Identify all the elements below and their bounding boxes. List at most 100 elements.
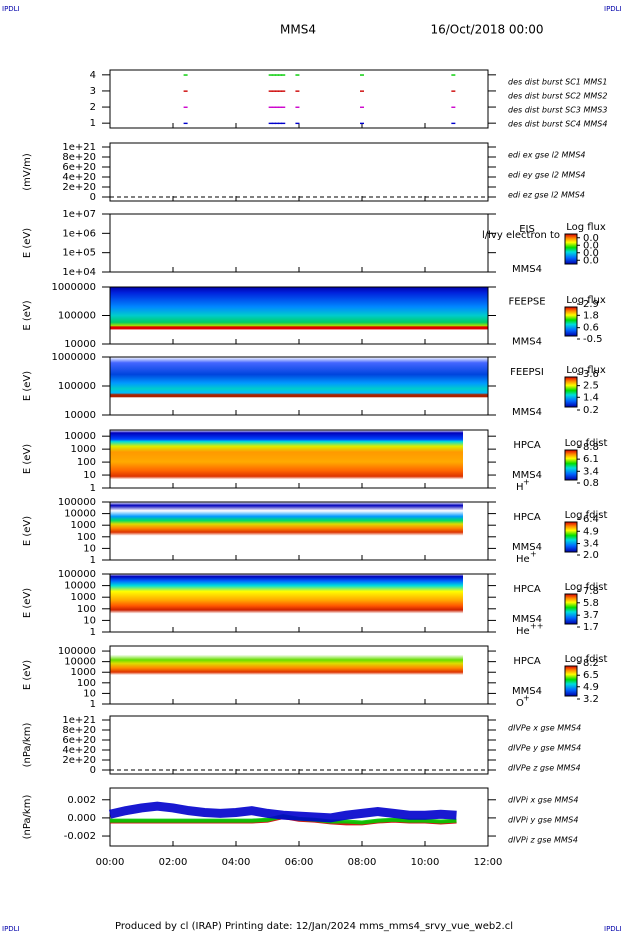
y-tick-label: 2 [90,102,96,113]
y-tick-label: 100000 [58,381,96,392]
legend-entry: dIVPe z gse MMS4 [508,764,581,773]
y-tick-label: 10 [83,543,96,554]
x-tick-label: 08:00 [348,857,377,868]
marker [271,106,276,108]
instrument-label: FEEPSE [508,297,545,308]
marker [278,106,283,108]
colorbar-title: Log flux [566,222,606,233]
y-axis-label: E (eV) [22,300,33,330]
colorbar [564,233,578,265]
colorbar-tick-label: 1.7 [583,622,599,633]
marker [278,122,283,125]
instrument-label: MMS4 [512,614,542,625]
colorbar-tick-label: 2.9 [583,299,599,310]
y-tick-label: 10 [83,688,96,699]
y-tick-label: 100 [77,457,96,468]
marker [274,90,279,92]
species-charge: + [523,694,530,703]
y-tick-label: 1000 [71,592,96,603]
colorbar-tick-label: 6.5 [583,670,599,681]
colorbar-tick-label: 0.0 [583,255,599,266]
y-tick-label: 1 [90,555,96,566]
y-tick-label: 1e+05 [62,248,96,259]
instrument-label: HPCA [513,656,541,667]
y-tick-label: 100000 [58,646,96,657]
species-charge: + [523,478,530,487]
marker [183,106,188,108]
corner-label: IPDLI [604,5,622,13]
y-tick-label: 10000 [64,339,96,350]
marker [274,106,279,108]
legend-entry: des dist burst SC2 MMS2 [508,92,607,101]
y-tick-label: 4e+20 [62,172,96,183]
y-tick-label: 100000 [58,569,96,580]
marker [360,74,364,76]
colorbar-tick-label: 4.9 [583,526,599,537]
marker [268,74,273,76]
colorbar-tick-label: 7.8 [583,586,599,597]
marker [295,74,300,76]
marker [271,90,276,92]
colorbar-tick-label: 0.0 [583,240,599,251]
plot-frame [109,69,489,129]
y-tick-label: 100 [77,532,96,543]
marker [360,106,364,108]
plot-frame [109,213,489,273]
colorbar [564,306,578,337]
colorbar [564,376,578,408]
colorbar-tick-label: 3.4 [583,539,599,550]
marker [274,74,279,76]
marker [268,106,273,108]
colorbar-tick-label: 5.8 [583,598,599,609]
colorbar-tick-label: 3.4 [583,466,599,477]
legend-entry: edi ex gse l2 MMS4 [508,151,586,160]
legend-entry: dIVPe y gse MMS4 [508,744,581,753]
x-tick-label: 02:00 [159,857,188,868]
corner-label: IPDLI [604,925,622,933]
legend-entry: edi ez gse l2 MMS4 [508,191,585,200]
colorbar-tick-label: 6.4 [583,514,599,525]
spectrogram [110,430,463,488]
colorbar-tick-label: 3.2 [583,694,599,705]
colorbar-tick-label: 8.8 [583,442,599,453]
y-tick-label: 8e+20 [62,725,96,736]
spectrogram [110,357,488,415]
colorbar-title: Log fdist [565,438,608,449]
legend-entry: dIVPi z gse MMS4 [508,836,578,845]
y-tick-label: 1e+07 [62,209,96,220]
colorbar-tick-label: 0.2 [583,405,599,416]
colorbar-tick-label: 2.0 [583,550,599,561]
y-tick-label: 2e+20 [62,755,96,766]
marker [278,90,283,92]
colorbar-tick-label: 0.0 [583,233,599,244]
y-axis-label: (nPa/km) [22,723,33,768]
marker [451,106,456,108]
y-tick-label: 100 [77,678,96,689]
colorbar-tick-label: 3.6 [583,369,599,380]
spectrogram [110,574,463,632]
y-tick-label: 0 [90,765,96,776]
species: H [516,482,524,493]
colorbar-title: Log flux [566,295,606,306]
marker [281,74,286,76]
y-tick-label: 100 [77,604,96,615]
y-tick-label: 4 [90,70,96,81]
marker [451,74,456,76]
corner-label: IPDLI [2,5,20,13]
y-tick-label: 1000000 [51,352,96,363]
y-tick-label: 10000 [64,657,96,668]
marker [271,122,276,125]
species: He [516,554,530,565]
colorbar-tick-label: 8.2 [583,658,599,669]
x-tick-label: 06:00 [285,857,314,868]
spectrogram [110,287,488,344]
y-tick-label: 10000 [64,431,96,442]
y-tick-label: 8e+20 [62,152,96,163]
colorbar [564,593,578,625]
marker [451,122,456,125]
x-tick-label: 10:00 [411,857,440,868]
y-tick-label: 1000 [71,667,96,678]
instrument-label: EIS [519,224,535,235]
legend-entry: dIVPe x gse MMS4 [508,724,581,733]
instrument-label: HPCA [513,440,541,451]
